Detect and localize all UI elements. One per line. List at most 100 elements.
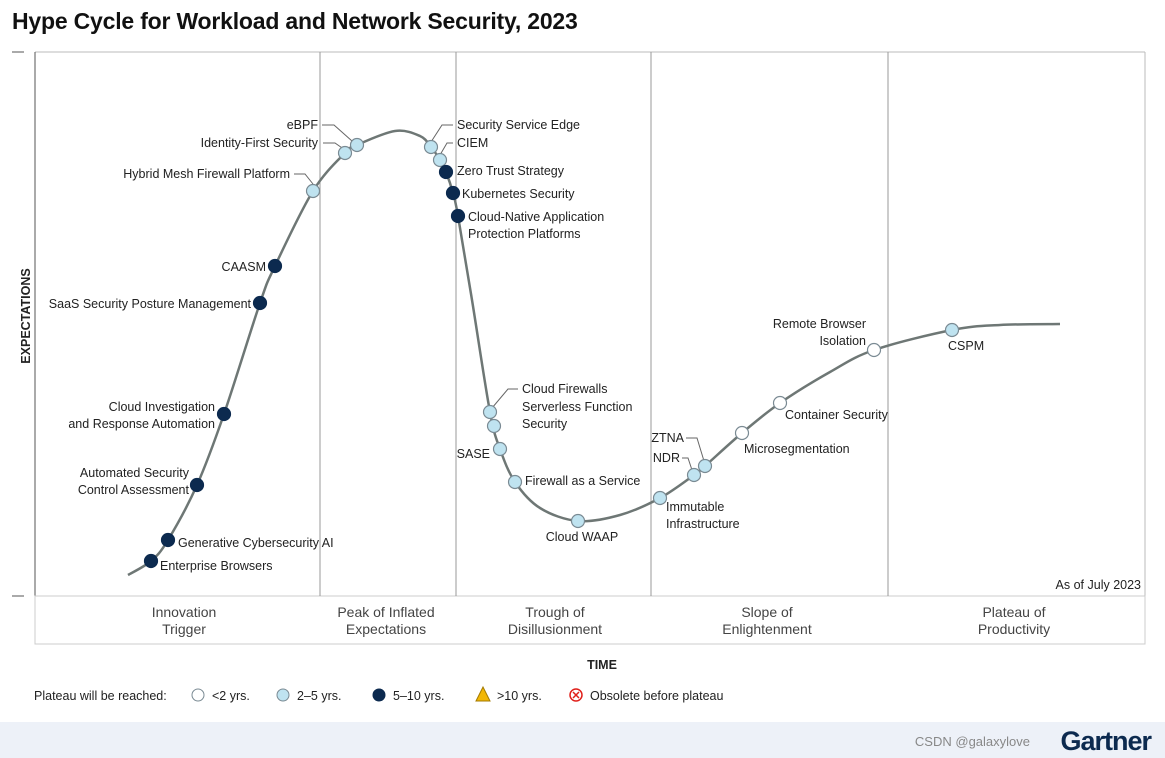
y-axis-title: EXPECTATIONS xyxy=(19,268,33,363)
point-marker xyxy=(570,513,586,529)
point-label: SASE xyxy=(457,447,490,461)
watermark: CSDN @galaxylove xyxy=(914,734,1030,749)
point-label: Identity-First Security xyxy=(201,136,319,150)
hype-curve xyxy=(127,129,1061,577)
point-marker xyxy=(944,322,960,338)
point-label: Cloud WAAP xyxy=(546,530,618,544)
point-marker xyxy=(866,342,882,358)
phase-label: Trough of Disillusionment xyxy=(508,604,602,637)
legend-marker-icon xyxy=(372,688,386,702)
legend-label: <2 yrs. xyxy=(212,689,250,703)
hype-point: Generative Cybersecurity AI xyxy=(160,532,334,550)
point-label: Cloud Investigation and Response Automati… xyxy=(68,400,215,431)
point-label: CSPM xyxy=(948,339,984,353)
point-label: eBPF xyxy=(287,118,319,132)
hype-point: Identity-First Security xyxy=(201,136,353,161)
point-marker xyxy=(486,418,502,434)
triangle-icon xyxy=(475,685,491,702)
point-label: NDR xyxy=(653,451,680,465)
point-marker xyxy=(482,404,498,420)
hype-point: eBPF xyxy=(287,118,365,153)
phase-label: Peak of Inflated Expectations xyxy=(337,604,434,637)
point-marker xyxy=(143,553,159,569)
x-mark-icon xyxy=(572,691,580,699)
hype-point: CAASM xyxy=(222,258,283,274)
leader-line xyxy=(686,437,705,462)
leader-line xyxy=(682,457,693,471)
hype-cycle-chart: Innovation Trigger Peak of Inflated Expecta… xyxy=(12,51,1146,703)
phase-label: Innovation Trigger xyxy=(152,604,217,637)
point-label: Cloud Firewalls xyxy=(522,382,607,396)
hype-point: Enterprise Browsers xyxy=(143,553,273,573)
hype-point: Hybrid Mesh Firewall Platform xyxy=(123,167,321,199)
point-label: Hybrid Mesh Firewall Platform xyxy=(123,167,290,181)
legend-label: Obsolete before plateau xyxy=(590,689,723,703)
hype-point: Cloud-Native Application Protection Platf… xyxy=(450,208,604,241)
hype-point: Cloud Investigation and Response Automati… xyxy=(68,400,232,431)
hype-point: ZTNA xyxy=(651,431,713,474)
chart-title: Hype Cycle for Workload and Network Secu… xyxy=(12,8,578,34)
point-marker xyxy=(432,152,448,168)
legend-label: >10 yrs. xyxy=(497,689,542,703)
hype-point: Remote Browser Isolation xyxy=(773,317,882,358)
point-marker xyxy=(252,295,268,311)
point-marker xyxy=(697,458,713,474)
hype-point: Cloud WAAP xyxy=(546,513,618,544)
point-label: Remote Browser Isolation xyxy=(773,317,866,348)
hype-point: Kubernetes Security xyxy=(445,185,575,201)
hype-point: Zero Trust Strategy xyxy=(438,164,565,180)
legend-marker-icon xyxy=(276,688,290,702)
point-label: Enterprise Browsers xyxy=(160,559,273,573)
hype-point: Immutable Infrastructure xyxy=(652,490,740,531)
point-marker xyxy=(189,477,205,493)
hype-point: Firewall as a Service xyxy=(507,474,640,490)
point-label: Kubernetes Security xyxy=(462,187,575,201)
point-label: Automated Security Control Assessment xyxy=(78,466,190,497)
x-axis-title: TIME xyxy=(587,658,617,672)
hype-point: CSPM xyxy=(944,322,984,353)
as-of-label: As of July 2023 xyxy=(1056,578,1142,592)
point-label: CIEM xyxy=(457,136,488,150)
point-label: SaaS Security Posture Management xyxy=(49,297,252,311)
legend-marker-icon xyxy=(191,688,205,702)
point-marker xyxy=(267,258,283,274)
legend-label: 5–10 yrs. xyxy=(393,689,444,703)
point-label: Zero Trust Strategy xyxy=(457,164,565,178)
gartner-logo: Gartner xyxy=(1060,726,1152,756)
hype-point: Serverless Function Security xyxy=(486,400,633,434)
point-label: Serverless Function Security xyxy=(522,400,633,431)
hype-point: NDR xyxy=(653,451,702,483)
hype-point: SASE xyxy=(457,441,508,461)
legend-title: Plateau will be reached: xyxy=(34,689,167,703)
point-label: CAASM xyxy=(222,260,266,274)
point-marker xyxy=(305,183,321,199)
hype-point: SaaS Security Posture Management xyxy=(49,295,268,311)
point-label: Firewall as a Service xyxy=(525,474,640,488)
point-marker xyxy=(216,406,232,422)
point-marker xyxy=(686,467,702,483)
point-label: Cloud-Native Application Protection Platf… xyxy=(468,210,604,241)
point-marker xyxy=(349,137,365,153)
point-marker xyxy=(160,532,176,548)
point-marker xyxy=(734,425,750,441)
point-label: Generative Cybersecurity AI xyxy=(178,536,334,550)
hype-point: CIEM xyxy=(432,136,488,168)
leader-line xyxy=(294,173,314,185)
point-marker xyxy=(438,164,454,180)
hype-point: Microsegmentation xyxy=(734,425,850,456)
point-label: Security Service Edge xyxy=(457,118,580,132)
phase-band xyxy=(34,595,1146,645)
point-marker xyxy=(772,395,788,411)
point-marker xyxy=(492,441,508,457)
legend-label: 2–5 yrs. xyxy=(297,689,341,703)
point-label: Microsegmentation xyxy=(744,442,850,456)
point-marker xyxy=(652,490,668,506)
point-label: Container Security xyxy=(785,408,889,422)
hype-point: Cloud Firewalls xyxy=(482,382,607,420)
footer-band xyxy=(0,722,1165,758)
point-marker xyxy=(423,139,439,155)
leader-line xyxy=(322,124,353,142)
point-marker xyxy=(445,185,461,201)
hype-point: Container Security xyxy=(772,395,889,422)
point-label: Immutable Infrastructure xyxy=(666,500,740,531)
